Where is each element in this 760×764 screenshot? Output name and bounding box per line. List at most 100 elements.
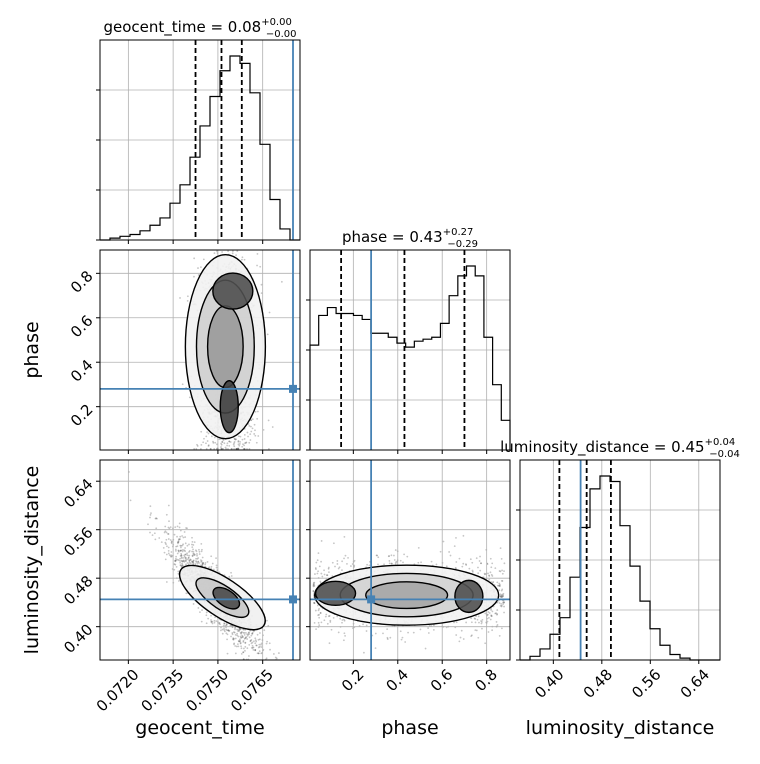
sample-point	[186, 552, 188, 555]
sample-point	[175, 555, 177, 558]
sample-point	[238, 640, 241, 643]
contour-core-5	[454, 579, 484, 614]
sample-point	[317, 609, 320, 612]
sample-point	[183, 560, 186, 563]
sample-point	[496, 581, 499, 584]
sample-point	[184, 553, 187, 556]
sample-point	[462, 562, 465, 565]
sample-point	[276, 675, 278, 677]
sample-point	[470, 635, 473, 638]
sample-point	[193, 257, 196, 260]
y-tick-label-phase: 0.8	[67, 267, 97, 297]
sample-point	[336, 615, 339, 618]
sample-point	[499, 595, 502, 598]
sample-point	[207, 445, 210, 447]
sample-point	[239, 642, 242, 645]
sample-point	[174, 559, 176, 562]
sample-point	[240, 631, 243, 634]
sample-point	[475, 629, 478, 632]
x-tick-label-geocent_time: 0.0750	[182, 666, 232, 716]
sample-point	[327, 615, 330, 618]
sample-point	[193, 553, 196, 556]
sample-point	[327, 566, 330, 569]
sample-point	[221, 628, 224, 631]
title-main: phase = 0.43	[342, 228, 443, 246]
sample-point	[227, 447, 229, 450]
sample-point	[480, 562, 482, 565]
sample-point	[500, 589, 503, 592]
sample-point	[229, 441, 232, 443]
sample-point	[186, 544, 189, 547]
sample-point	[218, 622, 220, 625]
sample-point	[234, 652, 237, 655]
title-sup: +0.04	[705, 437, 736, 448]
sample-point	[234, 627, 236, 629]
sample-point	[237, 630, 239, 632]
sample-point	[330, 628, 333, 631]
title-sub: −0.29	[447, 239, 478, 250]
sample-point	[407, 631, 409, 634]
sample-point	[191, 561, 194, 563]
sample-point	[238, 627, 241, 630]
sample-point	[332, 542, 335, 545]
title-sup: +0.00	[261, 17, 292, 28]
contour-level	[219, 379, 239, 434]
sample-point	[167, 533, 170, 535]
sample-point	[313, 585, 316, 587]
sample-point	[208, 566, 211, 569]
sample-point	[178, 550, 180, 553]
sample-point	[251, 632, 253, 635]
sample-point	[181, 550, 184, 553]
sample-point	[238, 443, 241, 445]
sample-point	[236, 447, 239, 450]
sample-point	[320, 540, 323, 542]
sample-point	[318, 616, 321, 619]
sample-point	[222, 624, 225, 627]
sample-point	[503, 601, 506, 604]
sample-point	[225, 628, 227, 631]
sample-point	[242, 640, 245, 643]
sample-point	[223, 622, 226, 625]
contour-level	[314, 580, 357, 607]
sample-point	[323, 569, 325, 572]
sample-point	[173, 533, 176, 536]
sample-point	[219, 623, 221, 626]
sample-point	[192, 562, 195, 565]
sample-point	[207, 444, 210, 447]
sample-point	[149, 531, 151, 534]
sample-point	[220, 443, 223, 446]
sample-point	[455, 621, 458, 624]
sample-point	[238, 630, 241, 632]
sample-point	[499, 595, 502, 598]
sample-point	[181, 544, 184, 547]
sample-point	[167, 538, 170, 540]
sample-point	[192, 561, 195, 564]
sample-point	[196, 443, 198, 446]
sample-point	[246, 638, 249, 640]
sample-point	[177, 559, 180, 562]
sample-point	[277, 652, 280, 654]
sample-point	[171, 540, 173, 543]
sample-point	[201, 548, 203, 551]
sample-point	[236, 634, 239, 637]
sample-point	[474, 629, 477, 632]
sample-point	[341, 621, 343, 624]
sample-point	[449, 554, 452, 557]
sample-point	[254, 648, 257, 651]
sample-point	[267, 661, 269, 663]
sample-point	[496, 624, 499, 626]
sample-point	[220, 626, 222, 629]
sample-point	[244, 645, 247, 648]
sample-point	[417, 561, 420, 564]
hist-panel-geocent_time: geocent_time = 0.08+0.00 −0.00	[96, 17, 301, 244]
sample-point	[168, 527, 171, 530]
sample-point	[235, 447, 238, 450]
sample-point	[313, 583, 315, 586]
sample-point	[246, 633, 249, 636]
sample-point	[477, 566, 479, 569]
sample-point	[197, 561, 199, 563]
sample-point	[184, 550, 186, 553]
sample-point	[233, 438, 236, 441]
sample-point	[326, 574, 329, 577]
